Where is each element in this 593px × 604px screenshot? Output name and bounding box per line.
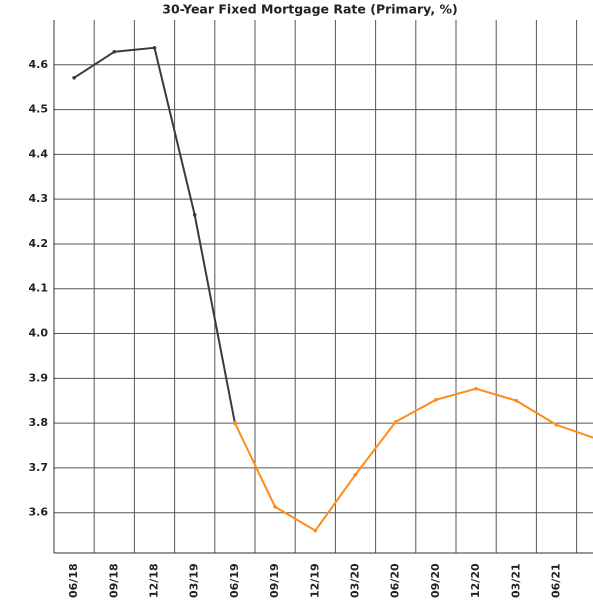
x-tick-label: 06/21 [550,563,563,598]
point [233,421,237,425]
point [474,386,478,391]
point [273,505,277,509]
point [554,423,559,427]
chart-title: 30-Year Fixed Mortgage Rate (Primary, %) [162,2,457,17]
point [152,45,157,50]
point [514,398,519,403]
y-tick-label: 4.0 [29,327,49,340]
x-tick-label: 03/20 [349,563,362,598]
y-tick-label: 4.5 [29,103,49,116]
y-tick-label: 4.1 [29,282,49,295]
x-tick-label: 06/20 [389,563,402,598]
point [353,472,358,477]
x-tick-label: 12/19 [308,563,321,598]
y-tick-label: 3.6 [29,506,49,519]
series-line [233,387,593,532]
x-tick-label: 12/18 [148,563,161,598]
x-tick-label: 09/19 [268,563,281,598]
y-tick-label: 3.9 [29,371,49,384]
y-tick-label: 4.6 [29,58,49,71]
point [112,50,117,54]
x-tick-label: 06/18 [67,563,80,598]
y-tick-label: 4.3 [29,192,49,205]
y-tick-label: 3.7 [29,461,49,474]
y-tick-label: 3.8 [29,416,49,429]
point [434,398,438,402]
point [72,75,76,80]
x-tick-label: 03/19 [188,563,201,598]
point [393,419,398,424]
x-tick-label: 09/18 [107,563,120,598]
y-tick-label: 4.4 [29,147,49,160]
x-tick-label: 12/20 [469,563,482,598]
point [192,213,197,217]
x-tick-label: 06/19 [228,563,241,598]
x-tick-label: 09/20 [429,563,442,598]
series-line [73,46,236,424]
x-tick-label: 03/21 [509,563,522,598]
point [313,528,318,533]
y-tick-label: 4.2 [29,237,49,250]
